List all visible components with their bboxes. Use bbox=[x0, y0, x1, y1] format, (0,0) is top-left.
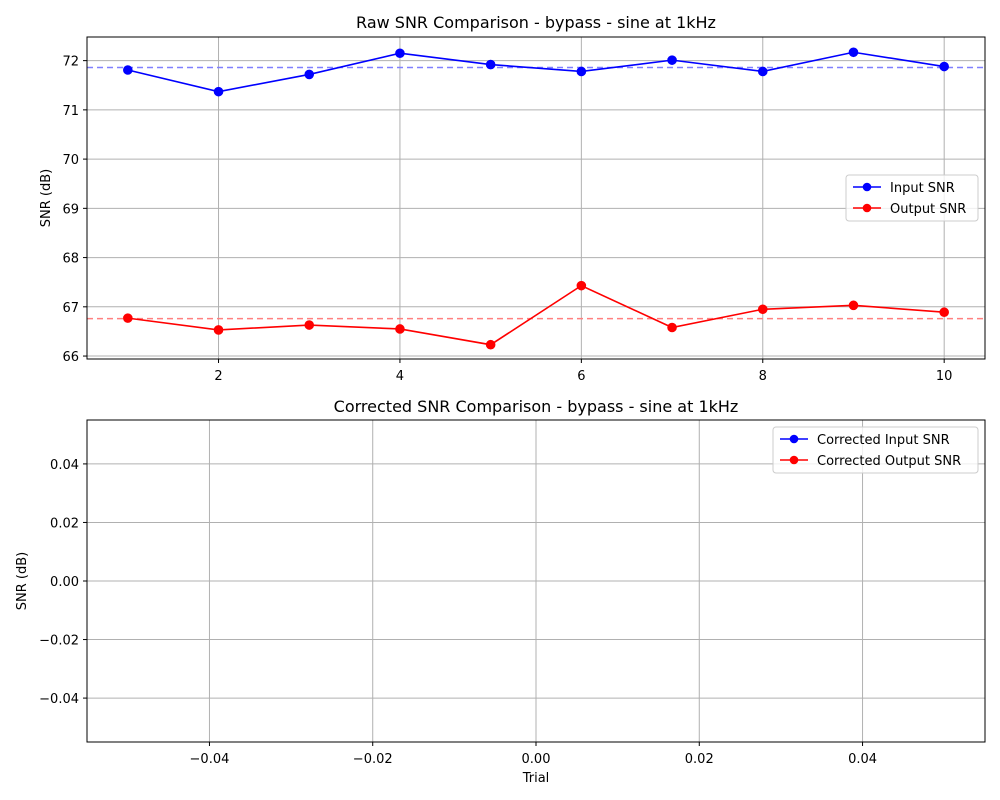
data-point bbox=[304, 320, 315, 330]
corrected-chart-legend-box bbox=[772, 426, 979, 474]
corrected-chart-x-ticks: −0.04 −0.02 0.00 0.02 0.04 bbox=[190, 742, 877, 767]
series-line bbox=[127, 51, 945, 93]
y-tick-label: 68 bbox=[62, 252, 79, 267]
x-tick-label: 2 bbox=[214, 369, 222, 384]
legend-swatch-marker bbox=[862, 203, 872, 213]
corrected-chart-legend: Corrected Input SNR Corrected Output SNR bbox=[772, 426, 979, 474]
data-point bbox=[667, 55, 677, 65]
data-point bbox=[939, 307, 949, 318]
data-point bbox=[213, 325, 224, 335]
y-tick-label: −0.04 bbox=[39, 692, 79, 707]
data-point bbox=[848, 300, 859, 311]
x-tick-label: 10 bbox=[936, 369, 953, 384]
y-tick-label: 0.02 bbox=[50, 516, 79, 531]
raw-chart-legend: Input SNR Output SNR bbox=[845, 174, 979, 222]
x-tick-label: 0.04 bbox=[848, 752, 877, 767]
corrected-snr-chart: −0.04 −0.02 0.00 0.02 0.04 −0.04 −0.02 0.00 0.0… bbox=[15, 397, 986, 786]
raw-chart-title: Raw SNR Comparison - bypass - sine at 1k… bbox=[356, 13, 716, 32]
data-point bbox=[757, 66, 768, 77]
y-tick-label: 0.00 bbox=[50, 575, 79, 590]
legend-swatch-marker bbox=[789, 434, 799, 444]
x-tick-label: 0.02 bbox=[685, 752, 714, 767]
data-point bbox=[485, 339, 496, 350]
data-point bbox=[213, 86, 224, 97]
data-point bbox=[395, 324, 405, 334]
corrected-chart-x-axis-label: Trial bbox=[522, 771, 550, 786]
data-point bbox=[939, 61, 949, 72]
data-point bbox=[576, 66, 587, 77]
x-tick-label: 8 bbox=[759, 369, 767, 384]
y-tick-label: −0.02 bbox=[39, 634, 79, 649]
legend-swatch-marker bbox=[789, 455, 799, 465]
y-tick-label: 67 bbox=[62, 301, 79, 316]
corrected-chart-y-axis-label: SNR (dB) bbox=[15, 552, 30, 610]
series-line bbox=[127, 284, 945, 346]
raw-chart-y-ticks: 66 67 68 69 70 71 72 bbox=[62, 55, 87, 365]
y-tick-label: 0.04 bbox=[50, 458, 79, 473]
y-tick-label: 69 bbox=[62, 202, 79, 217]
legend-label: Input SNR bbox=[890, 181, 955, 196]
data-point bbox=[304, 69, 315, 80]
raw-chart-plot-frame bbox=[86, 36, 986, 360]
y-tick-label: 71 bbox=[62, 104, 79, 119]
raw-chart-y-axis-label: SNR (dB) bbox=[39, 169, 54, 227]
y-tick-label: 70 bbox=[62, 153, 79, 168]
data-point bbox=[848, 47, 859, 58]
data-point bbox=[395, 48, 405, 59]
x-tick-label: 4 bbox=[396, 369, 404, 384]
legend-label: Corrected Output SNR bbox=[817, 454, 961, 469]
legend-label: Output SNR bbox=[890, 202, 966, 217]
x-tick-label: −0.04 bbox=[190, 752, 230, 767]
data-point bbox=[757, 304, 768, 315]
data-point bbox=[123, 65, 133, 75]
data-point bbox=[667, 322, 677, 333]
x-tick-label: 0.00 bbox=[522, 752, 551, 767]
raw-chart-series bbox=[123, 47, 949, 350]
y-tick-label: 72 bbox=[62, 55, 79, 70]
corrected-chart-y-ticks: −0.04 −0.02 0.00 0.02 0.04 bbox=[39, 458, 87, 707]
data-point bbox=[123, 313, 133, 323]
corrected-chart-title: Corrected SNR Comparison - bypass - sine… bbox=[334, 397, 739, 416]
data-point bbox=[576, 280, 587, 291]
legend-swatch-marker bbox=[862, 182, 872, 192]
y-tick-label: 66 bbox=[62, 350, 79, 365]
x-tick-label: 6 bbox=[577, 369, 585, 384]
x-tick-label: −0.02 bbox=[353, 752, 393, 767]
data-point bbox=[485, 59, 496, 70]
raw-chart-x-ticks: 2 4 6 8 10 bbox=[214, 359, 952, 384]
legend-label: Corrected Input SNR bbox=[817, 433, 950, 448]
